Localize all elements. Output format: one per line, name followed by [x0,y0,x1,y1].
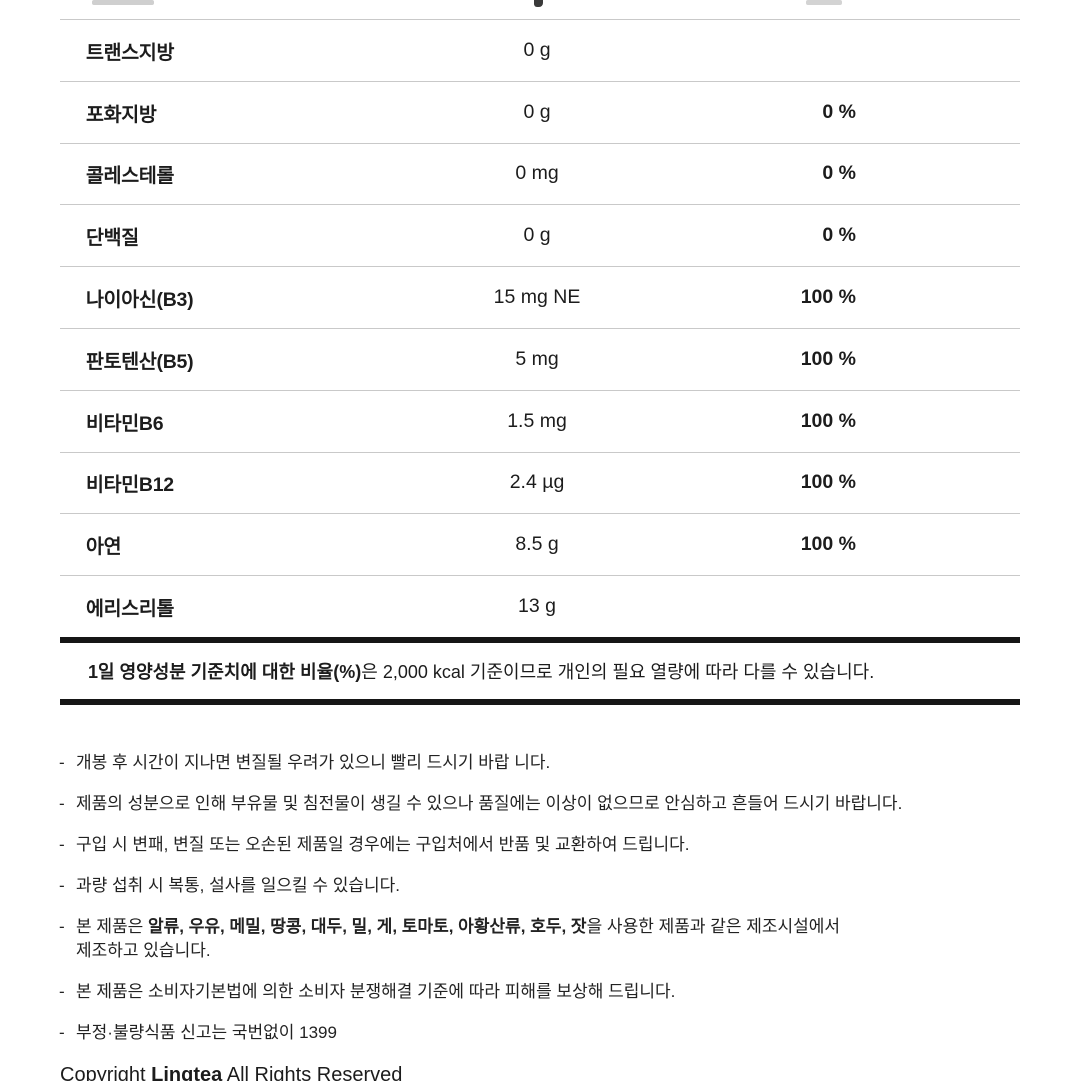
note-item: - 과량 섭취 시 복통, 설사를 일으킬 수 있습니다. [59,874,1074,898]
note-item: - 개봉 후 시간이 지나면 변질될 우려가 있으니 빨리 드시기 바랍 니다. [59,751,1074,775]
nutrient-amount: 2.4 µg [509,471,565,494]
nutrient-amount: 8.5 g [515,533,559,556]
nutrient-name: 단백질 [86,227,139,250]
nutrient-daily-percent: 100 % [800,409,856,432]
copyright-line: Copyright Lingtea All Rights Reserved [60,1063,402,1081]
note-item: -본 제품은 알류, 우유, 메밀, 땅콩, 대두, 밀, 게, 토마토, 아황… [59,915,1074,963]
nutrient-name: 나이아신(B3) [86,289,194,312]
clipped-row-remnant-right [806,0,842,5]
copyright-suffix: All Rights Reserved [222,1064,403,1081]
nutrient-amount: 15 mg NE [493,286,581,309]
table-row: 트랜스지방 0 g [60,19,1020,81]
note-text: 본 제품은 소비자기본법에 의한 소비자 분쟁해결 기준에 따라 피해를 보상해… [76,982,676,1001]
nutrient-name: 포화지방 [86,103,157,126]
note-dash: - [59,982,65,1001]
nutrient-name: 판토텐산(B5) [86,350,194,373]
nutrient-name: 에리스리톨 [86,598,175,621]
nutrient-daily-percent: 0 % [822,162,856,185]
nutrient-daily-percent: 100 % [800,286,856,309]
note-dash: - [59,794,65,813]
thick-divider-top [60,637,1020,643]
note-item: -본 제품은 소비자기본법에 의한 소비자 분쟁해결 기준에 따라 피해를 보상… [59,980,1074,1004]
table-row: 아연 8.5 g 100 % [60,513,1020,575]
nutrient-name: 비타민B12 [86,474,174,497]
table-row: 포화지방 0 g 0 % [60,80,1020,143]
note-item: - 구입 시 변패, 변질 또는 오손된 제품일 경우에는 구입처에서 반품 및 … [59,833,1074,857]
note-text: 개봉 후 시간이 지나면 변질될 우려가 있으니 빨리 드시기 바랍 니다. [76,753,551,772]
nutrient-amount: 1.5 mg [507,409,567,432]
note-text: 제품의 성분으로 인해 부유물 및 침전물이 생길 수 있으나 품질에는 이상이… [76,794,903,813]
note-text: 구입 시 변패, 변질 또는 오손된 제품일 경우에는 구입처에서 반품 및 교… [76,835,690,854]
note-item: - 부정·불량식품 신고는 국번없이 1399 [59,1021,1074,1045]
nutrient-amount: 0 mg [515,162,559,185]
table-row: 비타민B12 2.4 µg 100 % [60,451,1020,514]
nutrient-daily-percent: 100 % [800,533,856,556]
nutrient-daily-percent: 100 % [800,471,856,494]
clipped-row-remnant-left [92,0,154,5]
table-row: 단백질 0 g 0 % [60,204,1020,266]
nutrient-amount: 0 g [523,100,551,123]
product-notes-list: - 개봉 후 시간이 지나면 변질될 우려가 있으니 빨리 드시기 바랍 니다. -… [59,751,1074,1062]
thick-divider-bottom [60,699,1020,705]
nutrient-name: 콜레스테롤 [86,165,175,188]
table-row: 나이아신(B3) 15 mg NE 100 % [60,266,1020,328]
note-text: 본 제품은 알류, 우유, 메밀, 땅콩, 대두, 밀, 게, 토마토, 아황산… [76,917,841,960]
daily-value-footnote: 1일 영양성분 기준치에 대한 비율(%) 은 2,000 kcal 기준이므로 … [60,643,1020,699]
nutrient-amount: 0 g [523,224,551,247]
nutrient-amount: 5 mg [515,347,559,370]
nutrient-name: 비타민B6 [86,412,164,435]
footnote-bold-text: 1일 영양성분 기준치에 대한 비율(%) [88,662,362,682]
table-row: 비타민B6 1.5 mg 100 % [60,389,1020,452]
copyright-prefix: Copyright [60,1064,152,1081]
note-text: 과량 섭취 시 복통, 설사를 일으킬 수 있습니다. [76,876,401,895]
note-text: 부정·불량식품 신고는 국번없이 1399 [76,1023,337,1042]
note-dash: - [59,917,65,936]
note-dash: - [59,753,65,772]
nutrient-name: 아연 [86,536,122,559]
copyright-brand: Lingtea [151,1064,223,1081]
table-row: 콜레스테롤 0 mg 0 % [60,142,1020,205]
note-item: - 제품의 성분으로 인해 부유물 및 침전물이 생길 수 있으나 품질에는 이상… [59,792,1074,816]
nutrient-amount: 0 g [523,38,551,61]
nutrient-amount: 13 g [518,595,556,618]
note-dash: - [59,1023,65,1042]
note-dash: - [59,835,65,854]
table-row: 에리스리톨 13 g [60,575,1020,637]
nutrition-table: 트랜스지방 0 g 포화지방 0 g 0 % 콜레스테롤 0 mg 0 % 단백질 0 g 0 % 나… [60,19,1020,637]
nutrient-daily-percent: 0 % [822,224,856,247]
nutrient-daily-percent: 100 % [800,347,856,370]
note-dash: - [59,876,65,895]
table-row: 판토텐산(B5) 5 mg 100 % [60,327,1020,390]
footnote-regular-text: 은 2,000 kcal 기준이므로 개인의 필요 열량에 따라 다를 수 있습… [361,662,875,682]
nutrient-daily-percent: 0 % [822,100,856,123]
clipped-row-remnant-center [534,0,543,7]
nutrient-name: 트랜스지방 [86,41,175,64]
